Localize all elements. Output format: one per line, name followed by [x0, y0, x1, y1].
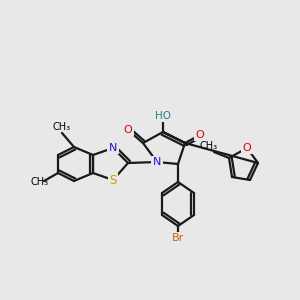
Text: CH₃: CH₃	[200, 141, 218, 151]
Text: CH₃: CH₃	[53, 122, 71, 132]
Text: O: O	[243, 143, 251, 153]
Text: CH₃: CH₃	[31, 177, 49, 187]
Text: N: N	[109, 143, 117, 153]
Text: Br: Br	[172, 233, 184, 243]
Text: O: O	[196, 130, 204, 140]
Text: N: N	[153, 157, 161, 167]
Text: O: O	[124, 125, 132, 135]
Text: HO: HO	[155, 111, 171, 121]
Text: S: S	[109, 173, 117, 187]
